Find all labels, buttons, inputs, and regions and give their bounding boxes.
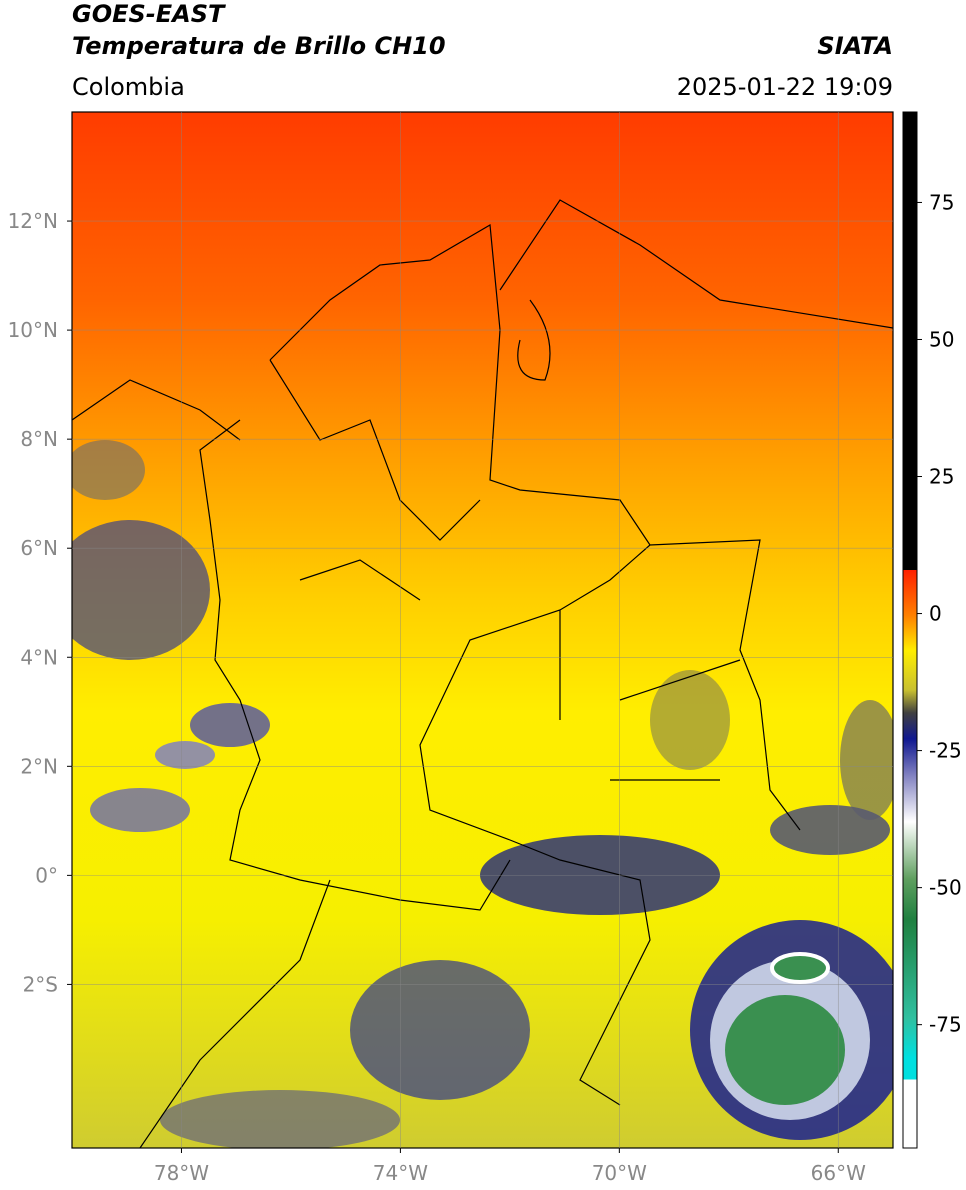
colorbar-tick-label: -25	[929, 739, 962, 763]
colorbar-tick-label: -50	[929, 876, 962, 900]
map-frame	[71, 111, 894, 1149]
satellite: GOES-EAST	[72, 0, 226, 28]
y-tick-label: 8°N	[20, 427, 58, 451]
y-tick-label: 2°N	[20, 754, 58, 778]
colorbar-tick-label: 50	[929, 327, 954, 351]
x-tick-label: 74°W	[373, 1161, 428, 1185]
product: Temperatura de Brillo CH10	[72, 32, 446, 60]
y-tick-label: 12°N	[8, 209, 58, 233]
x-tick-label: 70°W	[592, 1161, 647, 1185]
region: Colombia	[72, 73, 185, 101]
y-tick-label: 4°N	[20, 645, 58, 669]
y-tick-label: 0°	[35, 863, 58, 887]
colorbar	[902, 111, 918, 1149]
colorbar-tick-label: 25	[929, 465, 954, 489]
x-tick-label: 78°W	[154, 1161, 209, 1185]
map-imagery	[72, 112, 893, 1148]
y-tick-label: 10°N	[8, 318, 58, 342]
x-tick-label: 66°W	[811, 1161, 866, 1185]
colorbar-tick-label: 0	[929, 602, 942, 626]
source: SIATA	[817, 32, 893, 60]
y-tick-label: 6°N	[20, 536, 58, 560]
datetime: 2025-01-22 19:09	[677, 73, 893, 101]
colorbar-tick-label: -75	[929, 1013, 962, 1037]
colorbar-tick-label: 75	[929, 190, 954, 214]
y-tick-label: 2°S	[23, 972, 58, 996]
